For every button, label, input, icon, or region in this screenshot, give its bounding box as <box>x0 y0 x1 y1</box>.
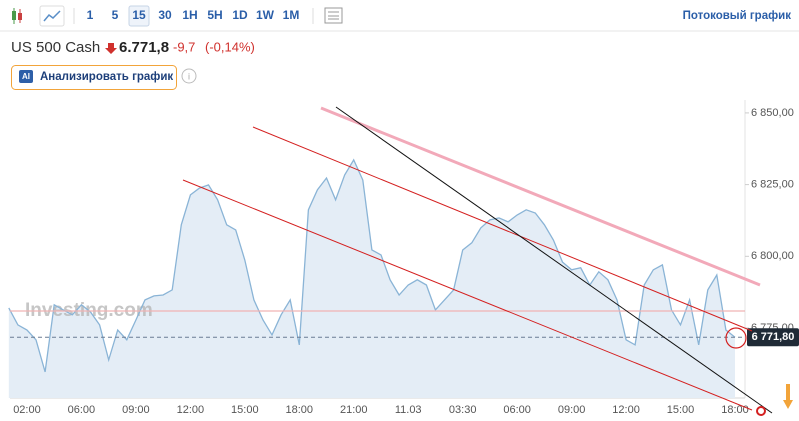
x-tick-label: 12:00 <box>177 404 205 416</box>
x-tick-label: 02:00 <box>13 404 41 416</box>
change-percent: (-0,14%) <box>205 39 255 54</box>
interval-button[interactable]: 5H <box>207 8 222 22</box>
x-tick-label: 18:00 <box>721 404 749 416</box>
x-tick-label: 15:00 <box>231 404 259 416</box>
last-price-box <box>747 328 799 347</box>
info-icon[interactable] <box>181 68 197 84</box>
area-fill <box>8 159 736 398</box>
streaming-link[interactable]: Потоковый график <box>683 10 792 22</box>
area-icon[interactable] <box>39 5 65 27</box>
trend-line <box>182 179 753 411</box>
interval-button[interactable]: 15 <box>132 8 146 22</box>
ai-badge: AI <box>22 72 30 81</box>
chart: Investing.com 6 775,006 800,006 825,006 … <box>8 100 799 416</box>
user-drawings <box>10 106 793 416</box>
analyze-button-label[interactable]: Анализировать график <box>40 71 173 83</box>
marker-circle <box>725 327 747 349</box>
info-glyph: i <box>188 71 190 81</box>
candle-icon[interactable] <box>12 8 22 24</box>
trend-line <box>320 106 761 287</box>
x-tick-label: 18:00 <box>286 404 314 416</box>
interval-button[interactable]: 5 <box>112 8 119 22</box>
down-arrow <box>105 43 117 54</box>
x-tick-label: 21:00 <box>340 404 368 416</box>
y-tick-label: 6 825,00 <box>751 179 794 191</box>
selected-interval <box>128 5 150 27</box>
y-tick-label: 6 850,00 <box>751 107 794 119</box>
x-tick-label: 03:30 <box>449 404 477 416</box>
orange-arrow <box>783 384 793 409</box>
x-tick-label: 09:00 <box>558 404 586 416</box>
last-price-label: 6 771,80 <box>752 331 795 343</box>
x-tick-label: 15:00 <box>667 404 695 416</box>
interval-button[interactable]: 1M <box>283 8 300 22</box>
change: -9,7 <box>173 39 195 54</box>
analyze-button[interactable] <box>11 65 177 90</box>
x-tick-label: 09:00 <box>122 404 150 416</box>
x-tick-label: 06:00 <box>68 404 96 416</box>
price-line <box>8 158 736 373</box>
interval-button[interactable]: 1W <box>256 8 275 22</box>
x-tick-label: 12:00 <box>612 404 640 416</box>
x-tick-label: 11.03 <box>395 404 422 416</box>
instrument-name: US 500 Cash <box>11 39 100 56</box>
interval-button[interactable]: 30 <box>158 8 172 22</box>
interval-button[interactable]: 1D <box>232 8 248 22</box>
trend-line <box>335 106 773 414</box>
marker-dot <box>756 406 766 416</box>
x-tick-label: 06:00 <box>503 404 531 416</box>
trend-line <box>252 126 753 332</box>
price: 6.771,8 <box>119 39 169 56</box>
toolbar: 1 5 15 30 1H 5H 1D 1W 1M Потоковый графи… <box>0 5 799 32</box>
interval-button[interactable]: 1H <box>182 8 197 22</box>
header: US 500 Cash 6.771,8 -9,7 (-0,14%) AI Ана… <box>11 39 255 90</box>
y-tick-label: 6 800,00 <box>751 250 794 262</box>
interval-button[interactable]: 1 <box>87 8 94 22</box>
